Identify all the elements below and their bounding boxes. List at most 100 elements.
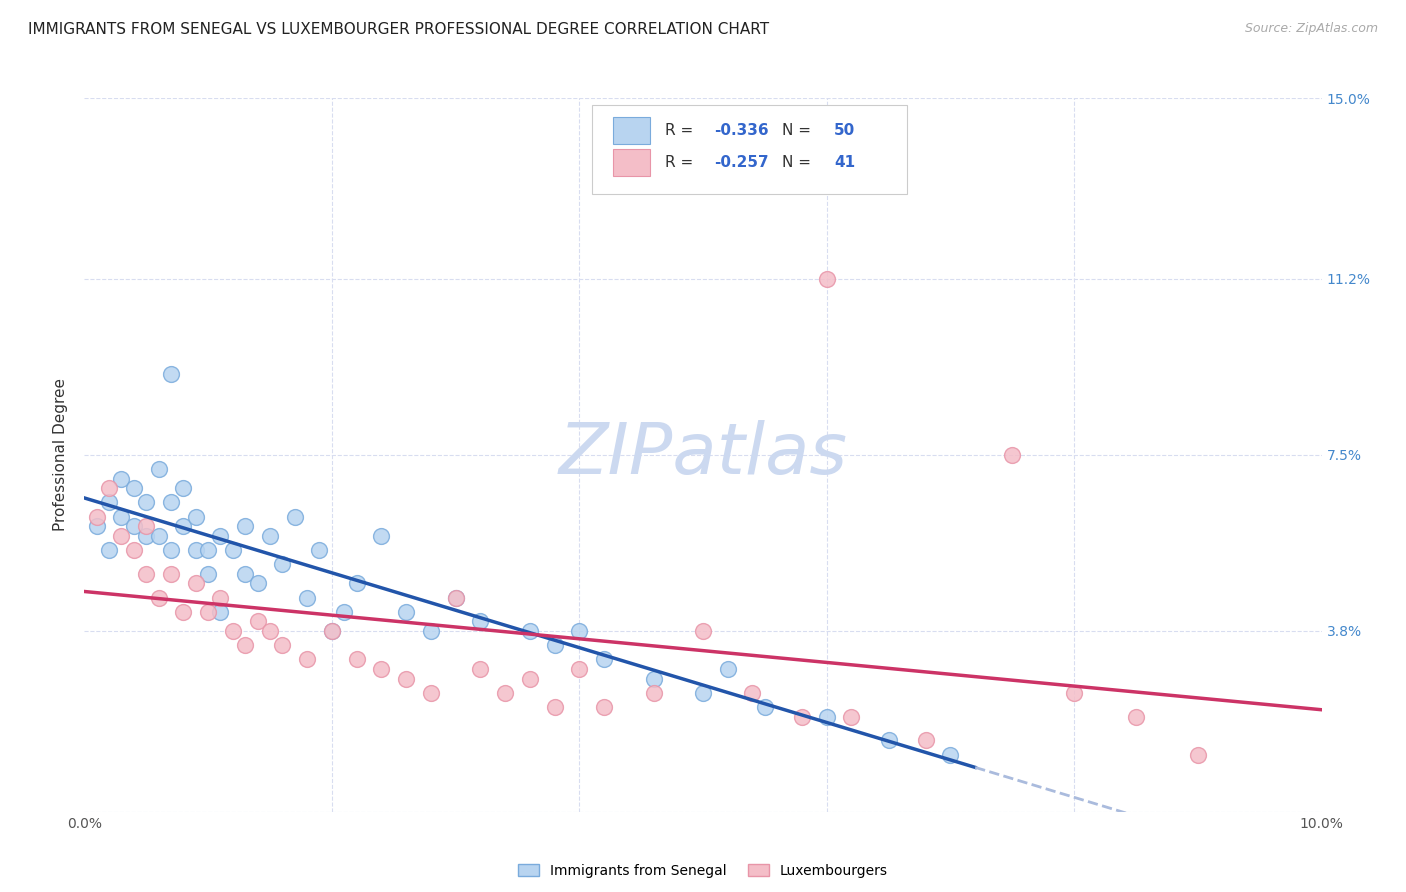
Point: [308, 543, 330, 558]
Point: [222, 624, 245, 638]
Point: [692, 624, 714, 638]
Point: [122, 481, 145, 495]
Point: [122, 519, 145, 533]
Point: [110, 509, 132, 524]
Point: [98, 495, 121, 509]
Text: R =: R =: [665, 123, 697, 137]
Point: [172, 481, 194, 495]
Point: [815, 709, 838, 723]
Point: [135, 519, 157, 533]
Point: [209, 591, 232, 605]
Point: [148, 529, 170, 543]
Point: [259, 624, 281, 638]
Point: [135, 566, 157, 581]
Point: [98, 481, 121, 495]
Text: N =: N =: [782, 123, 815, 137]
Point: [593, 652, 616, 666]
FancyBboxPatch shape: [592, 105, 907, 194]
Point: [717, 662, 740, 676]
Text: R =: R =: [665, 155, 697, 169]
FancyBboxPatch shape: [613, 117, 650, 144]
Point: [172, 519, 194, 533]
Point: [246, 576, 269, 591]
Point: [1187, 747, 1209, 762]
Point: [271, 558, 294, 572]
Point: [543, 700, 565, 714]
Point: [419, 686, 441, 700]
Text: -0.257: -0.257: [714, 155, 769, 169]
Point: [470, 615, 492, 629]
Point: [233, 519, 256, 533]
Point: [98, 543, 121, 558]
Point: [568, 624, 591, 638]
Point: [643, 672, 665, 686]
Point: [1063, 686, 1085, 700]
Point: [692, 686, 714, 700]
Point: [148, 591, 170, 605]
Point: [233, 638, 256, 652]
Point: [197, 566, 219, 581]
Point: [86, 519, 108, 533]
Point: [284, 509, 307, 524]
Point: [1125, 709, 1147, 723]
Text: IMMIGRANTS FROM SENEGAL VS LUXEMBOURGER PROFESSIONAL DEGREE CORRELATION CHART: IMMIGRANTS FROM SENEGAL VS LUXEMBOURGER …: [28, 22, 769, 37]
Text: ZIPatlas: ZIPatlas: [558, 420, 848, 490]
Point: [122, 543, 145, 558]
Point: [172, 605, 194, 619]
Point: [370, 662, 392, 676]
Point: [209, 529, 232, 543]
Text: N =: N =: [782, 155, 815, 169]
Point: [86, 509, 108, 524]
Point: [197, 543, 219, 558]
Point: [333, 605, 356, 619]
Point: [259, 529, 281, 543]
Point: [754, 700, 776, 714]
Point: [321, 624, 343, 638]
Point: [209, 605, 232, 619]
Point: [519, 672, 541, 686]
Point: [914, 733, 936, 747]
Point: [197, 605, 219, 619]
Point: [184, 543, 207, 558]
Point: [815, 272, 838, 286]
Point: [346, 576, 368, 591]
Point: [346, 652, 368, 666]
Point: [444, 591, 467, 605]
Point: [295, 652, 318, 666]
Point: [395, 605, 418, 619]
Point: [222, 543, 245, 558]
Point: [643, 686, 665, 700]
Point: [1001, 448, 1024, 462]
Point: [444, 591, 467, 605]
Point: [184, 509, 207, 524]
Point: [494, 686, 516, 700]
Text: Source: ZipAtlas.com: Source: ZipAtlas.com: [1244, 22, 1378, 36]
Point: [419, 624, 441, 638]
Point: [568, 662, 591, 676]
FancyBboxPatch shape: [613, 149, 650, 176]
Point: [160, 495, 183, 509]
Point: [160, 367, 183, 381]
Point: [110, 529, 132, 543]
Point: [877, 733, 900, 747]
Text: 50: 50: [834, 123, 855, 137]
Text: -0.336: -0.336: [714, 123, 769, 137]
Point: [295, 591, 318, 605]
Y-axis label: Professional Degree: Professional Degree: [53, 378, 69, 532]
Point: [543, 638, 565, 652]
Point: [184, 576, 207, 591]
Point: [593, 700, 616, 714]
Point: [148, 462, 170, 476]
Point: [160, 566, 183, 581]
Point: [135, 529, 157, 543]
Point: [246, 615, 269, 629]
Point: [741, 686, 763, 700]
Point: [271, 638, 294, 652]
Point: [841, 709, 863, 723]
Legend: Immigrants from Senegal, Luxembourgers: Immigrants from Senegal, Luxembourgers: [513, 858, 893, 883]
Point: [939, 747, 962, 762]
Point: [790, 709, 813, 723]
Point: [470, 662, 492, 676]
Text: 41: 41: [834, 155, 855, 169]
Point: [321, 624, 343, 638]
